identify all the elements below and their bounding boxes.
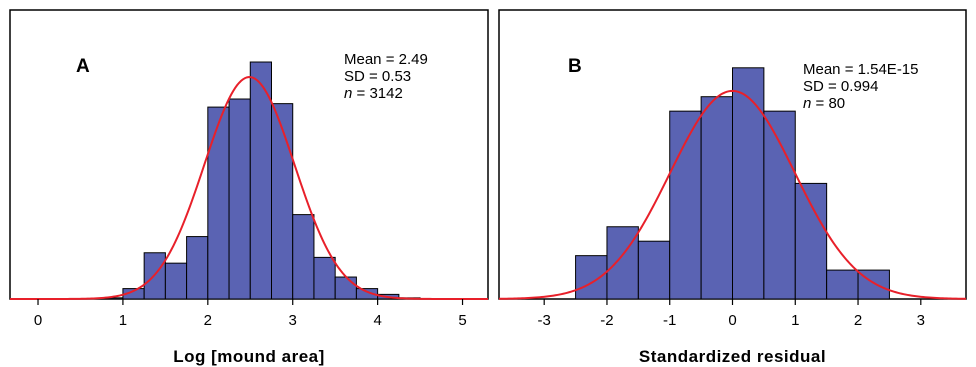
histogram-bar	[637, 240, 671, 300]
stat-n-symbol-a: n	[344, 85, 352, 102]
panel-label-b: B	[568, 56, 582, 77]
histogram-panel-b: -3 -2 -1 0 1 2 3 B Mean = 1.54E-15 SD = 0.994 …	[498, 9, 967, 366]
x-tick-label: -1	[663, 312, 676, 329]
histogram-bar	[669, 110, 702, 300]
bars-a	[101, 61, 421, 300]
x-tick-label: 3	[289, 312, 297, 329]
x-tick-label: 2	[204, 312, 212, 329]
histogram-bar	[164, 262, 188, 300]
histogram-bar	[575, 255, 608, 300]
x-axis-title-a: Log [mound area]	[173, 347, 325, 366]
normal-curve-a	[10, 76, 488, 300]
normal-curve-b	[498, 89, 967, 300]
histogram-bar	[313, 256, 336, 300]
x-axis-title-b: Standardized residual	[639, 347, 826, 366]
x-tick-label: 5	[458, 312, 466, 329]
histogram-bar	[334, 276, 357, 300]
panel-label-a: A	[76, 56, 90, 77]
stat-n-value-b: = 80	[811, 95, 845, 112]
x-tick-label: 0	[34, 312, 42, 329]
histogram-bar	[228, 98, 251, 300]
histogram-bar	[732, 67, 765, 300]
stat-n-a: n = 3142	[344, 85, 403, 102]
histogram-bar	[207, 106, 230, 300]
x-tick-label: -3	[538, 312, 551, 329]
x-ticks-b: -3 -2 -1 0 1 2 3	[538, 299, 925, 329]
x-tick-label: 1	[791, 312, 799, 329]
stat-n-symbol-b: n	[803, 95, 811, 112]
histogram-bar	[186, 236, 209, 300]
x-tick-label: 4	[373, 312, 381, 329]
histogram-bar	[355, 288, 379, 300]
stat-n-b: n = 80	[803, 95, 845, 112]
x-ticks-a: 0 1 2 3 4 5	[34, 299, 467, 329]
stat-sd-a: SD = 0.53	[344, 68, 411, 85]
x-tick-label: 2	[854, 312, 862, 329]
x-tick-label: 0	[728, 312, 736, 329]
histogram-bar	[292, 214, 315, 300]
stat-n-value-a: = 3142	[352, 85, 402, 102]
stat-mean-a: Mean = 2.49	[344, 51, 428, 68]
x-tick-label: -2	[600, 312, 613, 329]
histogram-bar	[700, 96, 733, 300]
histogram-bar	[763, 110, 796, 300]
stat-sd-b: SD = 0.994	[803, 78, 878, 95]
x-tick-label: 1	[119, 312, 127, 329]
histogram-bar	[794, 182, 828, 300]
histogram-bar	[271, 103, 294, 300]
histogram-bar	[606, 226, 639, 300]
x-tick-label: 3	[917, 312, 925, 329]
stat-mean-b: Mean = 1.54E-15	[803, 61, 919, 78]
histogram-bar	[826, 269, 859, 300]
